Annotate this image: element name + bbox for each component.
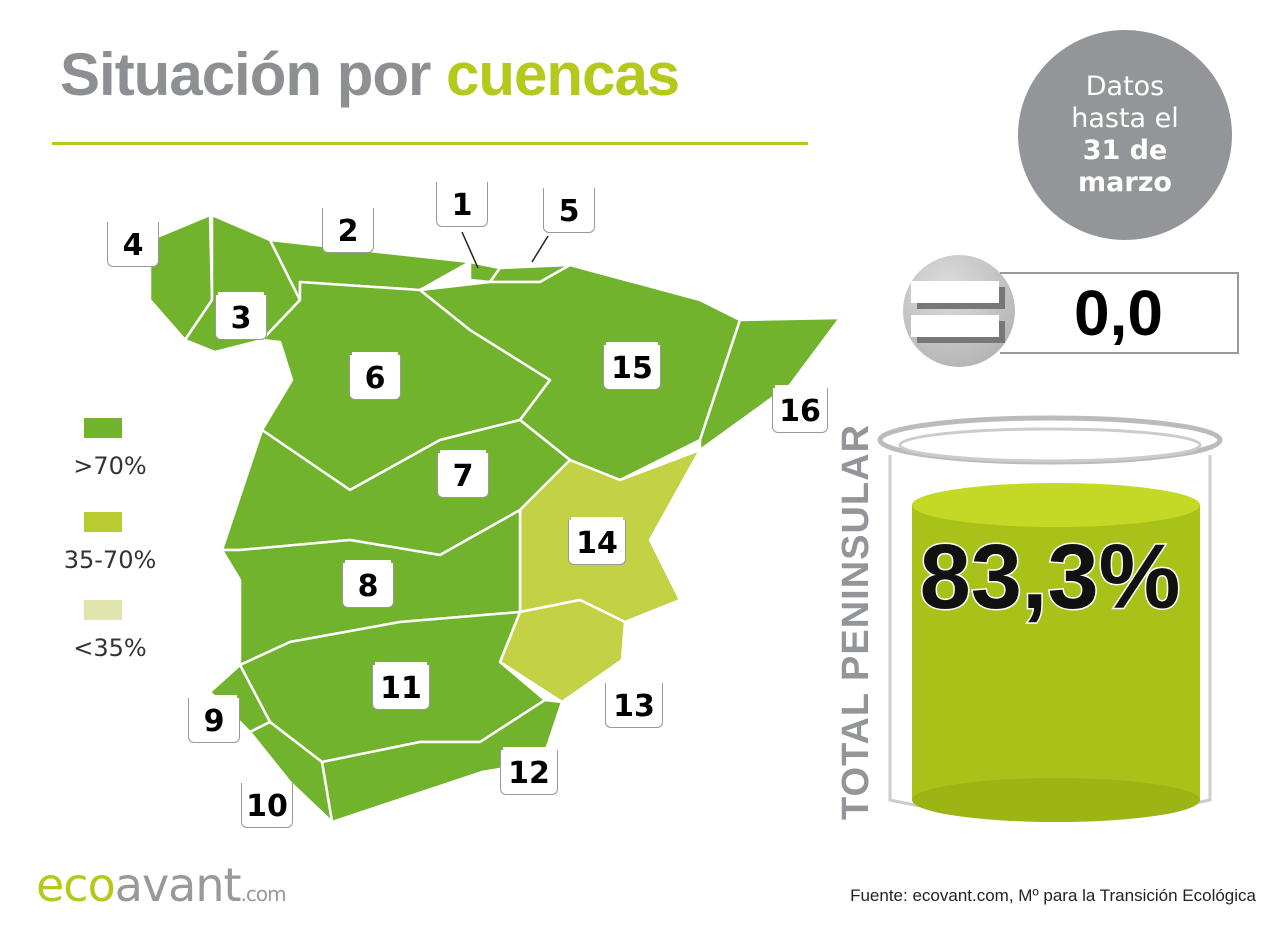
basin-label-6: 6 [349, 355, 401, 400]
basin-label-7: 7 [437, 453, 489, 498]
spain-basins-map [148, 213, 842, 824]
basin-label-11: 11 [372, 665, 430, 710]
basin-label-16: 16 [772, 388, 828, 433]
basin-label-10: 10 [241, 783, 293, 828]
basin-label-5: 5 [543, 188, 595, 233]
legend-item-mid: 35-70% [50, 512, 170, 574]
basin-label-12: 12 [500, 750, 558, 795]
title-divider [52, 142, 808, 145]
basin-label-13: 13 [605, 683, 663, 728]
basin-label-14: 14 [568, 520, 626, 565]
legend-swatch [84, 600, 122, 620]
legend-item-low: <35% [50, 600, 170, 662]
source-note: Fuente: ecovant.com, Mº para la Transici… [850, 886, 1256, 905]
ecoavant-logo: ecoavant.com [36, 858, 287, 912]
legend-swatch [84, 418, 122, 438]
date-badge: Datos hasta el 31 de marzo [1018, 30, 1232, 240]
basin-label-2: 2 [322, 208, 374, 253]
basin-label-8: 8 [342, 563, 394, 608]
total-percentage: 83,3% [918, 525, 1182, 630]
basin-label-3: 3 [215, 295, 267, 340]
tank-illustration [877, 415, 1223, 822]
basin-16 [698, 316, 842, 452]
basin-label-9: 9 [188, 698, 240, 743]
basin-label-4: 4 [107, 222, 159, 267]
page-title: Situación por cuencas [60, 41, 680, 108]
weekly-change-value: 0,0 [1000, 272, 1239, 354]
basin-label-15: 15 [603, 345, 661, 390]
basin-10 [248, 720, 334, 824]
legend-swatch [84, 512, 122, 532]
legend-item-high: >70% [50, 418, 170, 480]
basin-label-1: 1 [436, 182, 488, 227]
equals-icon [903, 255, 1015, 367]
